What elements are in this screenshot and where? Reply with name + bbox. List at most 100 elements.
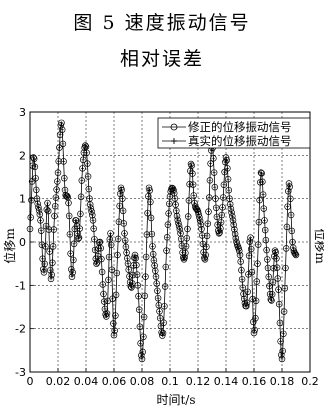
true-signal-point <box>61 142 65 146</box>
corrected-signal-point <box>198 225 205 233</box>
true-signal-point <box>125 256 129 260</box>
true-signal-point <box>155 289 159 293</box>
corrected-signal-point <box>47 266 54 274</box>
true-signal-point <box>80 178 84 183</box>
corrected-signal-point <box>31 163 39 171</box>
corrected-signal-point <box>112 312 119 319</box>
corrected-signal-point <box>147 214 155 222</box>
corrected-signal-point <box>238 276 246 283</box>
true-signal-point <box>157 303 161 307</box>
corrected-signal-point <box>41 260 48 268</box>
true-signal-point <box>134 256 138 260</box>
corrected-signal-point <box>219 194 227 201</box>
true-signal-point <box>76 231 80 236</box>
true-signal-point <box>232 223 236 227</box>
true-signal-point <box>102 299 106 304</box>
legend-box <box>157 117 311 149</box>
true-signal-point <box>115 271 119 275</box>
true-signal-point <box>163 284 167 289</box>
true-signal-point <box>211 156 215 160</box>
corrected-signal-point <box>149 243 156 250</box>
true-signal-point <box>110 268 114 272</box>
corrected-signal-point <box>285 187 292 195</box>
right-y-axis-label-fragment: 位移m <box>313 228 324 264</box>
corrected-signal-point <box>108 266 116 273</box>
x-tick-label: 0 <box>27 375 34 388</box>
legend-marker-corrected <box>170 123 178 131</box>
corrected-signal-point <box>135 306 143 313</box>
corrected-signal-point <box>142 273 149 280</box>
true-signal-point <box>67 214 71 218</box>
true-signal-point <box>283 266 288 270</box>
true-signal-point <box>48 249 52 254</box>
corrected-signal-point <box>61 186 69 194</box>
corrected-signal-point <box>35 207 43 214</box>
corrected-signal-point <box>184 225 191 233</box>
corrected-signal-point <box>261 226 269 234</box>
true-signal-point <box>55 179 59 184</box>
true-signal-point <box>77 236 81 240</box>
corrected-signal-point <box>135 292 142 300</box>
true-signal-point <box>290 240 295 244</box>
corrected-signal-point <box>79 165 86 172</box>
true-signal-point <box>283 286 287 290</box>
true-signal-point <box>92 237 96 241</box>
corrected-signal-point <box>105 253 113 261</box>
corrected-signal-point <box>27 214 34 221</box>
corrected-signal-point <box>205 194 213 201</box>
true-signal-point <box>91 218 95 222</box>
true-signal-point <box>107 255 111 259</box>
true-signal-point <box>176 218 180 222</box>
corrected-signal-point <box>133 271 141 278</box>
corrected-signal-point <box>111 327 118 334</box>
corrected-signal-point <box>281 285 289 292</box>
true-signal-point <box>33 165 37 169</box>
corrected-signal-point <box>70 240 78 248</box>
axis-ticks: 0 0.02 0.04 0.06 0.08 0.1 0.12 0.14 0.16 0.18 0.2 -… <box>15 106 319 388</box>
true-signal-point <box>54 195 58 200</box>
corrected-signal-point <box>196 217 204 224</box>
corrected-signal-point <box>152 273 160 280</box>
true-signal-point <box>197 215 201 219</box>
corrected-signal-point <box>236 251 244 259</box>
corrected-signal-point <box>173 212 181 220</box>
true-signal-point <box>212 170 216 175</box>
true-signal-point <box>105 311 109 316</box>
corrected-signal-point <box>146 187 153 194</box>
corrected-signal-point <box>48 271 55 279</box>
corrected-signal-point <box>254 260 261 267</box>
true-signal-point <box>157 309 162 313</box>
true-signal-point <box>134 263 138 267</box>
true-signal-point <box>156 296 160 300</box>
true-signal-point <box>148 200 152 204</box>
corrected-signal-point <box>125 266 132 274</box>
corrected-signal-point <box>50 226 58 233</box>
corrected-signal-point <box>252 297 260 305</box>
true-signal-point <box>208 178 212 182</box>
corrected-signal-point <box>253 278 261 285</box>
true-signal-point <box>274 256 278 261</box>
corrected-signal-point <box>44 207 52 215</box>
true-signal-point <box>221 195 225 200</box>
corrected-signal-point <box>192 204 200 212</box>
corrected-signal-point <box>265 273 272 281</box>
corrected-signal-point <box>283 223 291 231</box>
true-signal-point <box>266 266 270 270</box>
true-signal-point <box>72 242 76 246</box>
true-signal-point <box>267 284 271 288</box>
corrected-signal-point <box>70 256 77 264</box>
corrected-signal-point <box>278 355 286 363</box>
true-signal-point <box>108 231 113 235</box>
corrected-signal-point <box>156 308 163 315</box>
corrected-signal-point <box>247 245 255 253</box>
true-signal-point <box>53 204 57 208</box>
corrected-signal-point <box>137 340 144 347</box>
corrected-signal-point <box>202 251 209 259</box>
true-signal-point <box>62 159 66 164</box>
true-signal-point <box>152 258 156 262</box>
true-signal-point <box>99 257 103 261</box>
true-signal-point <box>71 270 75 275</box>
true-signal-point <box>101 282 105 287</box>
true-signal-point <box>188 182 192 186</box>
true-signal-point <box>168 194 172 199</box>
